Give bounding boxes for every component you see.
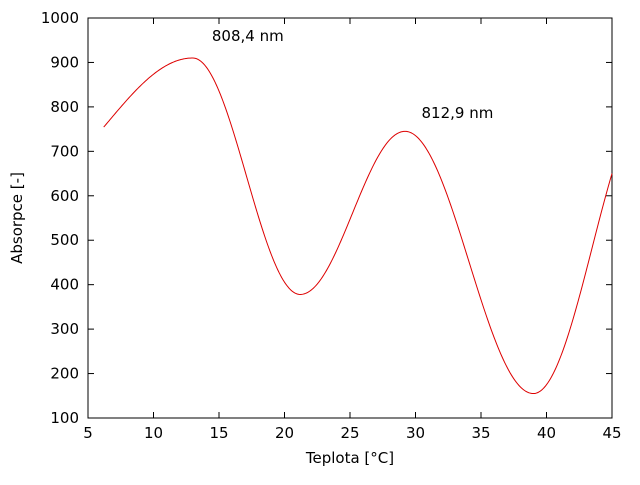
annotation-label: 812,9 nm [421, 104, 493, 122]
y-tick-label: 400 [50, 276, 79, 294]
y-tick-label: 1000 [41, 9, 79, 27]
y-tick-label: 100 [50, 409, 79, 427]
y-axis-title: Absorpce [-] [8, 172, 26, 264]
y-tick-label: 300 [50, 320, 79, 338]
x-tick-label: 25 [340, 424, 359, 442]
x-tick-label: 15 [209, 424, 228, 442]
x-axis-title: Teplota [°C] [305, 449, 394, 467]
y-tick-label: 600 [50, 187, 79, 205]
x-tick-label: 45 [602, 424, 621, 442]
x-tick-label: 20 [275, 424, 294, 442]
y-tick-label: 900 [50, 53, 79, 71]
y-tick-label: 700 [50, 142, 79, 160]
y-tick-label: 800 [50, 98, 79, 116]
x-tick-label: 40 [537, 424, 556, 442]
y-tick-label: 500 [50, 231, 79, 249]
x-tick-label: 5 [83, 424, 93, 442]
x-tick-label: 10 [144, 424, 163, 442]
x-tick-label: 35 [471, 424, 490, 442]
absorpce-curve [103, 57, 613, 395]
annotation-label: 808,4 nm [212, 27, 284, 45]
x-tick-label: 30 [406, 424, 425, 442]
y-tick-label: 200 [50, 365, 79, 383]
